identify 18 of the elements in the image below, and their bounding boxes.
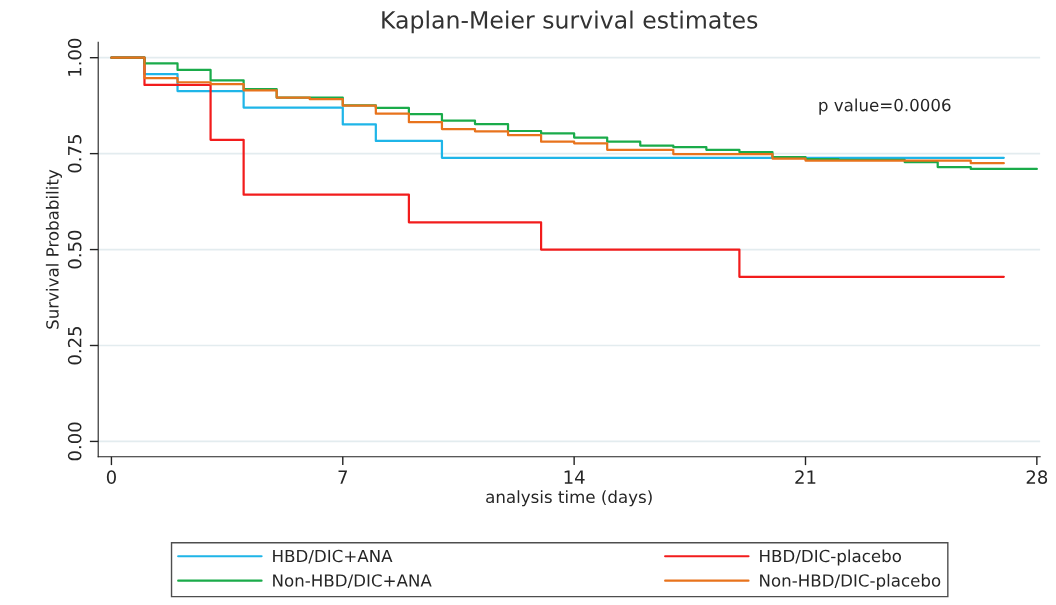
y-tick-label: 0.75 [67,135,82,173]
x-tick-label: 7 [338,470,347,484]
legend-label: Non-HBD/DIC+ANA [273,574,432,589]
x-tick-label: 14 [564,470,585,484]
legend-label: Non-HBD/DIC-placebo [760,573,941,590]
annotation: p value=0.0006 [819,98,951,115]
x-tick-label: 21 [795,470,816,484]
y-tick-label: 0.00 [67,422,82,461]
x-tick-label: 28 [1026,470,1048,484]
x-tick-label: 0 [106,470,116,484]
legend-label: HBD/DIC+ANA [273,549,393,564]
legend-label: HBD/DIC-placebo [760,549,901,566]
y-tick-label: 0.50 [67,230,82,269]
y-tick-label: 1.00 [67,38,82,76]
y-tick-label: 0.25 [67,326,82,365]
chart-title: Kaplan-Meier survival estimates [382,10,758,34]
x-axis-title: analysis time (days) [486,490,652,507]
y-axis-title: Survival Probability [45,169,62,329]
